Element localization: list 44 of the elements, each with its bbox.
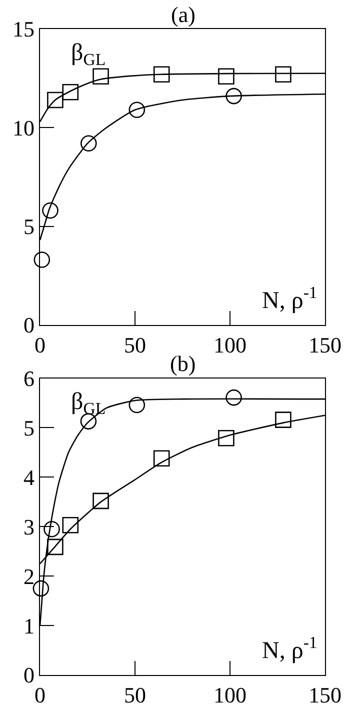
x-tick-label: 150 bbox=[308, 332, 342, 358]
point bbox=[62, 517, 79, 534]
x-axis-title: N, ρ$^{-1}$ bbox=[262, 633, 318, 664]
point bbox=[32, 580, 50, 597]
y-tick-label: 15 bbox=[12, 16, 34, 42]
x-tick-label: 100 bbox=[214, 332, 246, 358]
y-tick-label: 4 bbox=[24, 464, 34, 490]
point bbox=[34, 252, 50, 268]
point bbox=[47, 92, 64, 108]
point bbox=[80, 413, 97, 430]
y-tick-label: 0 bbox=[24, 662, 34, 688]
chart-title: (a) bbox=[171, 2, 196, 27]
y-tick-label: 0 bbox=[24, 312, 34, 338]
y-tick-label: 5 bbox=[24, 214, 34, 239]
point bbox=[275, 66, 292, 83]
point bbox=[62, 84, 79, 100]
point bbox=[218, 68, 234, 84]
x-tick-label: 50 bbox=[124, 682, 146, 708]
x-tick-label: 50 bbox=[124, 332, 146, 358]
y-tick-label: 5 bbox=[24, 415, 34, 440]
y-tick-label: 2 bbox=[24, 564, 34, 589]
point bbox=[92, 492, 109, 510]
point bbox=[226, 88, 242, 104]
y-tick-label: 3 bbox=[24, 514, 34, 540]
point bbox=[128, 396, 146, 414]
point bbox=[226, 389, 242, 406]
y-axis-title: β$_{GL}$ bbox=[71, 40, 106, 70]
point bbox=[92, 68, 109, 84]
chart-title: (b) bbox=[170, 351, 196, 376]
point bbox=[153, 450, 170, 467]
y-tick-label: 1 bbox=[24, 613, 34, 638]
point bbox=[128, 102, 146, 118]
x-tick-label: 100 bbox=[214, 682, 246, 708]
x-tick-label: 150 bbox=[308, 682, 342, 708]
point bbox=[44, 520, 60, 538]
point bbox=[47, 538, 64, 556]
y-tick-label: 10 bbox=[12, 115, 34, 140]
x-axis-title: N, ρ$^{-1}$ bbox=[262, 283, 318, 314]
point bbox=[153, 66, 170, 83]
y-tick-label: 6 bbox=[24, 366, 34, 391]
point bbox=[80, 135, 97, 152]
point bbox=[42, 202, 58, 219]
point bbox=[275, 412, 292, 428]
point bbox=[218, 430, 234, 446]
